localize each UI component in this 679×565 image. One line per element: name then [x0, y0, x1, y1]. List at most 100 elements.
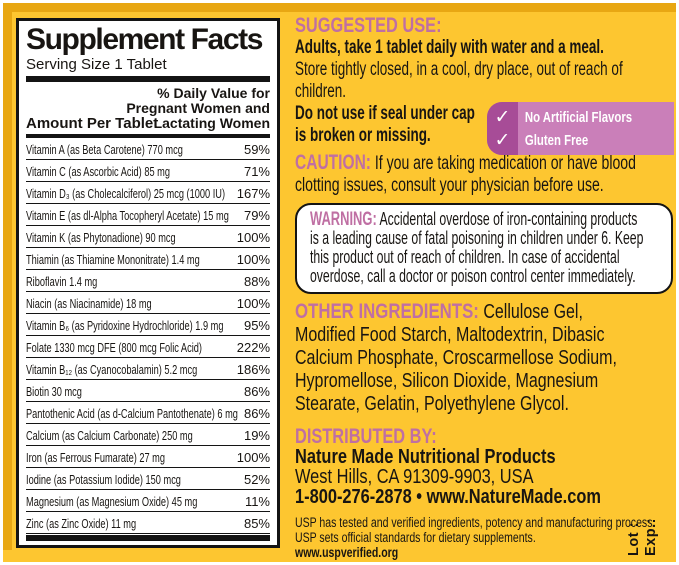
suggested-use-heading-text: SUGGESTED USE: [295, 14, 442, 37]
nutrient-name: Vitamin A (as Beta Carotene) 770 mcg [26, 141, 183, 157]
caution-text-2: clotting issues, consult your physician … [295, 175, 604, 196]
other-ingredients-line-text: Calcium Phosphate, Croscarmellose Sodium… [295, 347, 617, 369]
nutrient-daily-value: 52% [243, 471, 270, 487]
gold-border-left [3, 3, 12, 550]
table-row: Magnesium (as Magnesium Oxide) 45 mg 11% [26, 490, 270, 512]
warning-line: overdose, call a doctor or poison contro… [310, 267, 636, 286]
suggested-use-line: Adults, take 1 tablet daily with water a… [295, 37, 604, 59]
other-ingredients-line-text: Stearate, Gelatin, Polyethylene Glycol. [295, 393, 569, 415]
table-row: Vitamin D₃ (as Cholecalciferol) 25 mcg (… [26, 182, 270, 204]
warning-line-1: WARNING: Accidental overdose of iron-con… [310, 210, 637, 230]
badge-check-column [487, 102, 518, 155]
other-ingredients-line-text: Modified Food Starch, Maltodextrin, Diba… [295, 324, 605, 346]
warning-line-text: overdose, call a doctor or poison contro… [310, 266, 636, 286]
table-row: Niacin (as Niacinamide) 18 mg 100% [26, 292, 270, 314]
nutrient-daily-value: 59% [243, 141, 270, 157]
suggested-use-line: Do not use if seal under cap [295, 103, 566, 125]
table-row: Vitamin B₆ (as Pyridoxine Hydrochloride)… [26, 314, 270, 336]
caution-section: CAUTION: If you are taking medication or… [295, 152, 677, 197]
nutrient-name: Vitamin C (as Ascorbic Acid) 85 mg [26, 163, 170, 179]
table-row: Folate 1330 mcg DFE (800 mcg Folic Acid)… [26, 336, 270, 358]
nutrient-name: Magnesium (as Magnesium Oxide) 45 mg [26, 493, 198, 509]
other-ingredients-line: Stearate, Gelatin, Polyethylene Glycol. [295, 393, 601, 416]
distributed-by-line-text: West Hills, CA 91309-9903, USA [295, 466, 534, 488]
nutrient-daily-value: 88% [243, 273, 270, 289]
lot-label: Lot : [626, 522, 642, 556]
nutrient-daily-value: 86% [243, 405, 270, 421]
table-header: % Daily Value for Pregnant Women and Lacta… [26, 82, 270, 134]
table-row: Vitamin C (as Ascorbic Acid) 85 mg 71% [26, 160, 270, 182]
serving-size: Serving Size 1 Tablet [26, 56, 167, 73]
nutrient-name: Vitamin E (as dl-Alpha Tocopheryl Acetat… [26, 207, 229, 223]
distributed-by-line: Nature Made Nutritional Products [295, 447, 608, 467]
dv-header-line: % Daily Value for [157, 85, 270, 101]
table-row: Vitamin B₁₂ (as Cyanocobalamin) 5.2 mcg … [26, 358, 270, 380]
nutrient-daily-value: 19% [243, 427, 270, 443]
suggested-use-line-text: is broken or missing. [295, 125, 431, 146]
nutrient-daily-value: 222% [236, 339, 270, 355]
table-row: Calcium (as Calcium Carbonate) 250 mg 19… [26, 424, 270, 446]
distributed-by-heading: DISTRIBUTED BY: [295, 425, 437, 448]
nutrient-daily-value: 100% [236, 251, 270, 267]
caution-heading: CAUTION: [295, 151, 371, 174]
caution-line-2: clotting issues, consult your physician … [295, 175, 604, 197]
nutrient-daily-value: 100% [236, 449, 270, 465]
nutrient-name: Pantothenic Acid (as d-Calcium Pantothen… [26, 405, 238, 421]
badge-item-label: Gluten Free [524, 131, 589, 149]
suggested-use-line-text: Do not use if seal under cap [295, 103, 475, 124]
distributed-by-line-text: 1-800-276-2878 • www.NatureMade.com [295, 486, 601, 508]
nutrient-daily-value: 79% [243, 207, 270, 223]
nutrient-table: Vitamin A (as Beta Carotene) 770 mcg 59%… [26, 138, 270, 534]
divider-medium [26, 134, 270, 138]
right-column: SUGGESTED USE: Adults, take 1 tablet dai… [295, 15, 677, 560]
warning-line: is a leading cause of fatal poisoning in… [310, 229, 643, 248]
other-ingredients-line: Calcium Phosphate, Croscarmellose Sodium… [295, 347, 617, 370]
suggested-use-line: is broken or missing. [295, 125, 566, 147]
suggested-use-line: Store tightly closed, in a cool, dry pla… [295, 59, 623, 81]
table-row: Vitamin A (as Beta Carotene) 770 mcg 59% [26, 138, 270, 160]
other-ingredients-heading: OTHER INGREDIENTS: [295, 300, 479, 323]
other-ingredients-line: Hypromellose, Silicon Dioxide, Magnesium [295, 370, 601, 393]
divider-thick [26, 76, 270, 82]
table-row: Vitamin K (as Phytonadione) 90 mcg 100% [26, 226, 270, 248]
claims-badge: ✓ No Artificial Flavors ✓ Gluten Free [487, 102, 674, 155]
nutrient-daily-value: 86% [243, 383, 270, 399]
usp-line: www.uspverified.org [295, 545, 593, 560]
nutrient-name: Zinc (as Zinc Oxide) 11 mg [26, 515, 137, 531]
other-ingredients-line: Modified Food Starch, Maltodextrin, Diba… [295, 324, 605, 347]
nutrient-name: Folate 1330 mcg DFE (800 mcg Folic Acid) [26, 339, 202, 355]
nutrient-daily-value: 167% [236, 185, 270, 201]
caution-text-1: If you are taking medication or have blo… [374, 153, 636, 174]
badge-item-label: No Artificial Flavors [524, 108, 633, 126]
nutrient-daily-value: 95% [243, 317, 270, 333]
nutrient-name: Vitamin B₁₂ (as Cyanocobalamin) 5.2 mcg [26, 361, 198, 377]
table-row: Biotin 30 mcg 86% [26, 380, 270, 402]
exp-label: Exp.: [643, 518, 659, 556]
other-ingredients-text-1: Cellulose Gel, [483, 301, 583, 323]
table-row: Riboflavin 1.4 mg 88% [26, 270, 270, 292]
facts-title: Supplement Facts [26, 23, 263, 56]
badge-item: ✓ Gluten Free [487, 129, 674, 152]
lot-exp-area: Lot : Exp.: [626, 492, 659, 556]
suggested-use-line-text: Adults, take 1 tablet daily with water a… [295, 37, 604, 58]
warning-line-text: is a leading cause of fatal poisoning in… [310, 228, 644, 248]
distributed-by-line: 1-800-276-2878 • www.NatureMade.com [295, 487, 608, 507]
nutrient-name: Niacin (as Niacinamide) 18 mg [26, 295, 152, 311]
gold-border-top [3, 3, 676, 12]
caution-line-1: CAUTION: If you are taking medication or… [295, 151, 636, 175]
badge-rows: ✓ No Artificial Flavors ✓ Gluten Free [487, 102, 674, 155]
suggested-use-line-text: Store tightly closed, in a cool, dry pla… [295, 59, 623, 80]
usp-line-text: USP has tested and verified ingredients,… [295, 515, 656, 530]
suggested-use-line-text: children. [295, 81, 346, 102]
nutrient-daily-value: 100% [236, 229, 270, 245]
checkmark-icon: ✓ [494, 106, 511, 128]
nutrient-name: Iron (as Ferrous Fumarate) 27 mg [26, 449, 166, 465]
warning-box: WARNING: Accidental overdose of iron-con… [295, 203, 673, 294]
nutrient-daily-value: 85% [243, 515, 270, 531]
table-row: Vitamin E (as dl-Alpha Tocopheryl Acetat… [26, 204, 270, 226]
usp-line: USP has tested and verified ingredients,… [295, 515, 655, 530]
nutrient-daily-value: 71% [243, 163, 270, 179]
supplement-facts-panel: Supplement Facts Serving Size 1 Tablet %… [16, 18, 280, 548]
distributed-by-line-text: Nature Made Nutritional Products [295, 446, 556, 468]
nutrient-name: Riboflavin 1.4 mg [26, 273, 98, 289]
